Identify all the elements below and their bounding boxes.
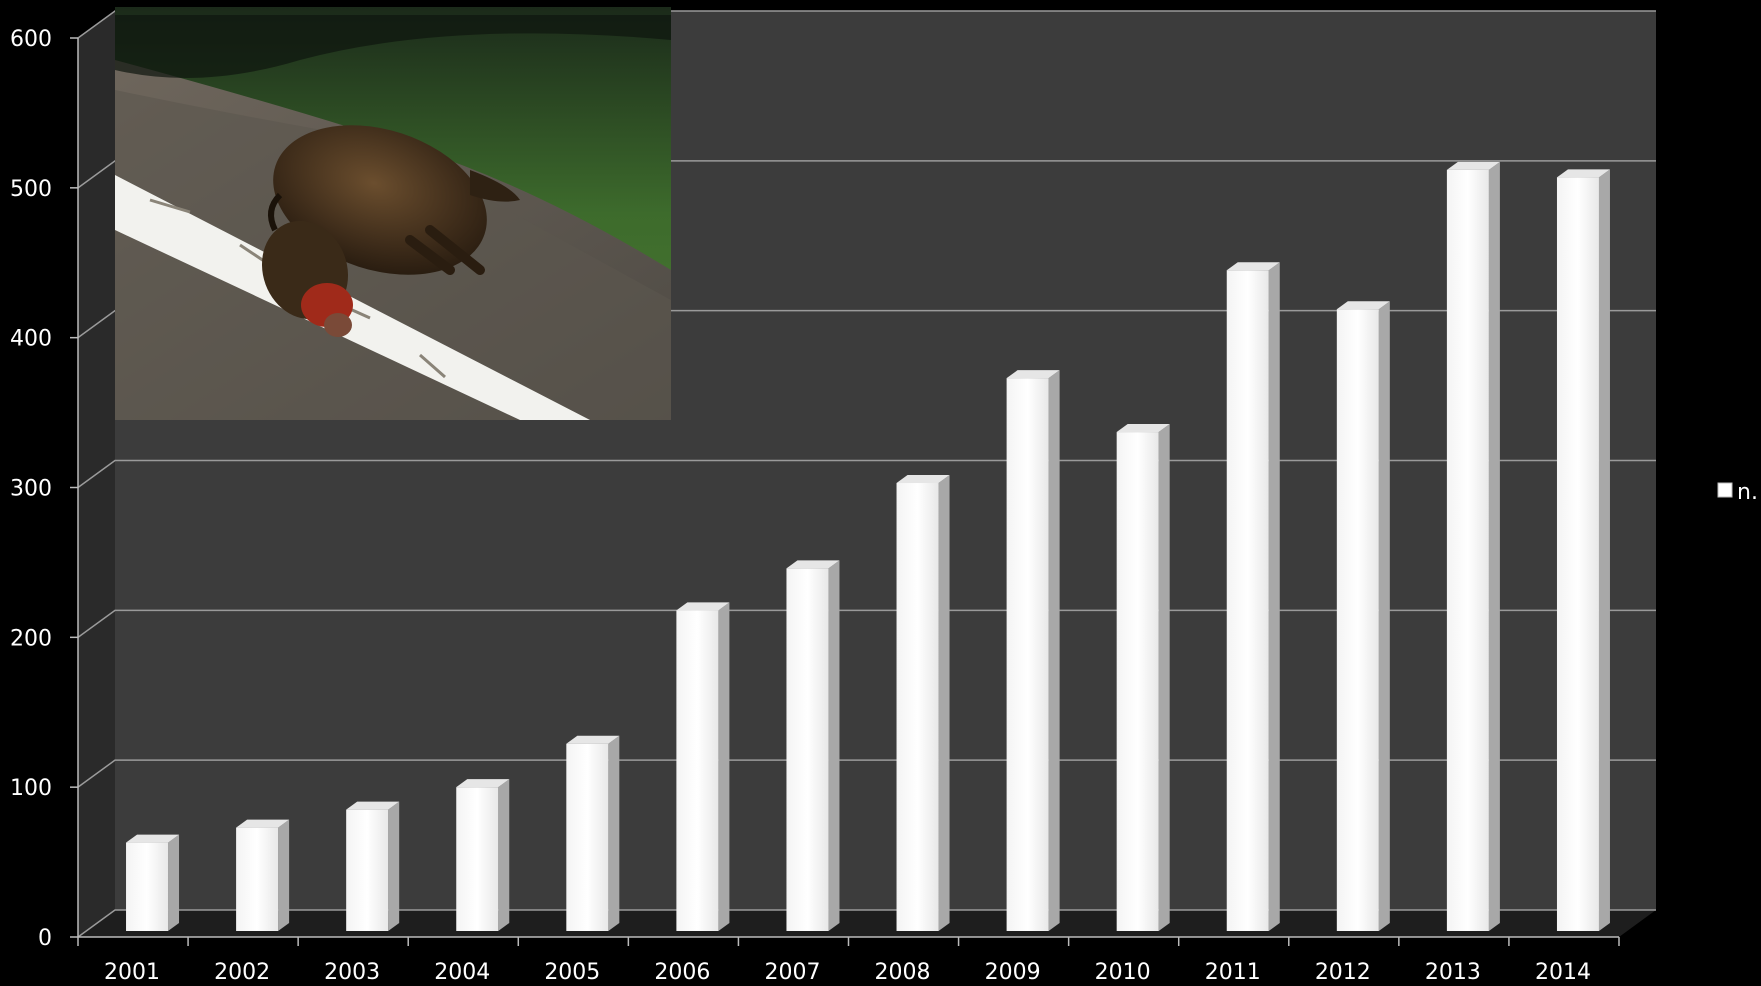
legend-swatch <box>1717 482 1733 498</box>
bar-2001 <box>126 834 180 931</box>
bars <box>126 161 1610 932</box>
y-tick-label: 0 <box>38 926 52 951</box>
x-tick-label: 2012 <box>1315 960 1371 985</box>
y-axis-tick-labels: 0 100 200 300 400 500 600 <box>10 27 52 951</box>
bar-side <box>1378 301 1390 931</box>
x-tick-label: 2005 <box>544 960 600 985</box>
axes <box>70 37 1620 946</box>
bar-top <box>676 602 730 611</box>
bar-top <box>346 801 400 810</box>
bar-2010 <box>1116 424 1170 931</box>
x-tick-label: 2001 <box>104 960 160 985</box>
bar-top <box>1336 301 1390 310</box>
bar-2013 <box>1446 161 1500 931</box>
y-tick-label: 400 <box>10 327 52 352</box>
legend-label: n. <box>1737 480 1758 505</box>
bar-side <box>1598 169 1610 932</box>
floor <box>78 910 1656 937</box>
bar-side <box>1268 262 1280 931</box>
bar-side <box>168 834 180 931</box>
y-tick-label: 200 <box>10 626 52 651</box>
x-tick-label: 2006 <box>654 960 710 985</box>
bar-front <box>1556 177 1599 932</box>
bar-front <box>126 842 169 931</box>
bar-top <box>236 819 290 828</box>
bar-side <box>1048 370 1060 931</box>
bar-2003 <box>346 801 400 931</box>
x-tick-label: 2013 <box>1425 960 1481 985</box>
bar-2012 <box>1336 301 1390 931</box>
x-tick-label: 2009 <box>985 960 1041 985</box>
bar-front <box>346 809 389 931</box>
y-tick-label: 500 <box>10 177 52 202</box>
bar-side <box>718 602 730 931</box>
x-tick-label: 2004 <box>434 960 490 985</box>
bar-top <box>126 834 180 843</box>
bar-2014 <box>1556 169 1610 932</box>
bar-top <box>786 560 840 569</box>
bar-front <box>1006 378 1049 931</box>
bar-2005 <box>566 735 620 931</box>
bar-2004 <box>456 779 510 931</box>
bar-side <box>388 801 400 931</box>
bar-side <box>1488 161 1500 931</box>
x-tick-label: 2010 <box>1095 960 1151 985</box>
bar-2008 <box>896 475 950 931</box>
bar-2002 <box>236 819 290 931</box>
bar-front <box>236 827 279 931</box>
x-tick-label: 2014 <box>1535 960 1591 985</box>
bar-front <box>1116 432 1159 931</box>
bar-2009 <box>1006 370 1060 931</box>
bar-top <box>1006 370 1060 379</box>
bar-front <box>676 610 719 931</box>
bar-side <box>608 735 620 931</box>
bar-side <box>1158 424 1170 931</box>
bar-front <box>1226 270 1269 931</box>
bar-front <box>1336 309 1379 931</box>
bar-front <box>566 743 609 931</box>
bar-front <box>1446 169 1489 931</box>
y-tick-label: 100 <box>10 776 52 801</box>
bar-2007 <box>786 560 840 931</box>
bar-front <box>456 787 499 931</box>
bar-top <box>1556 169 1610 178</box>
bar-front <box>786 568 829 931</box>
wild-boar-figure <box>261 125 520 337</box>
bar-2006 <box>676 602 730 931</box>
legend: n. <box>1717 480 1758 505</box>
bar-side <box>498 779 510 931</box>
bar-top <box>896 475 950 484</box>
bar-front <box>896 483 939 931</box>
bar-top <box>566 735 620 744</box>
x-tick-label: 2003 <box>324 960 380 985</box>
bar-top <box>1446 161 1500 170</box>
x-axis-tick-labels: 2001 2002 2003 2004 2005 2006 2007 2008 2009 2010… <box>104 960 1591 985</box>
bar-side <box>938 475 950 931</box>
y-tick-label: 600 <box>10 27 52 52</box>
bar-top <box>1226 262 1280 271</box>
y-tick-label: 300 <box>10 477 52 502</box>
bar-side <box>278 819 290 931</box>
bar-top <box>1116 424 1170 433</box>
x-tick-label: 2007 <box>764 960 820 985</box>
bar-side <box>828 560 840 931</box>
bar-2011 <box>1226 262 1280 931</box>
inset-photo <box>115 7 671 420</box>
x-tick-label: 2008 <box>875 960 931 985</box>
bar-top <box>456 779 510 788</box>
x-tick-label: 2002 <box>214 960 270 985</box>
x-tick-label: 2011 <box>1205 960 1261 985</box>
